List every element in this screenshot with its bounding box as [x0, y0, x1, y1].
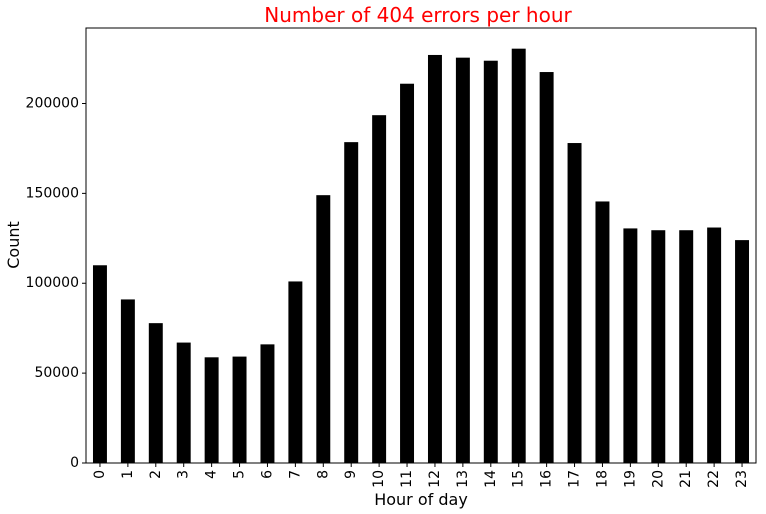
y-tick-label-150000: 150000: [26, 185, 79, 201]
x-tick-label-20: 20: [650, 470, 666, 488]
bar-13: [455, 57, 470, 463]
y-axis-label: Count: [4, 221, 23, 269]
bar-4: [204, 357, 219, 463]
bar-6: [260, 344, 275, 463]
bar-9: [344, 142, 359, 463]
bar-15: [511, 48, 526, 464]
x-tick-label-23: 23: [734, 470, 750, 488]
x-tick-label-12: 12: [427, 470, 443, 488]
bar-10: [372, 115, 387, 464]
x-tick-label-1: 1: [120, 470, 136, 479]
x-tick-label-2: 2: [148, 470, 164, 479]
bar-8: [316, 195, 331, 464]
plot-frame: [85, 27, 757, 464]
bar-16: [539, 72, 554, 463]
y-tick-label-200000: 200000: [26, 95, 79, 111]
bar-1: [120, 299, 135, 463]
bar-7: [288, 281, 303, 463]
bar-3: [176, 342, 191, 463]
x-tick-label-21: 21: [678, 470, 694, 488]
x-tick-label-22: 22: [706, 470, 722, 488]
bar-14: [483, 60, 498, 464]
x-tick-label-5: 5: [232, 470, 248, 479]
x-tick-label-4: 4: [204, 470, 220, 479]
bar-18: [595, 201, 610, 463]
x-tick-label-6: 6: [259, 470, 275, 479]
x-axis-label: Hour of day: [374, 490, 468, 509]
x-tick-label-16: 16: [539, 470, 555, 488]
x-tick-label-0: 0: [92, 470, 108, 479]
x-tick-label-17: 17: [567, 470, 583, 488]
x-tick-label-11: 11: [399, 470, 415, 488]
x-tick-label-7: 7: [287, 470, 303, 479]
y-tick-label-100000: 100000: [26, 275, 79, 291]
plot-area: 0 1 2 3 4 5 6 7 8 9 10 11 12 13 14 15 16 17 18 19 20 21 22 2305…: [26, 27, 757, 488]
x-tick-label-10: 10: [371, 470, 387, 488]
bar-19: [623, 228, 638, 463]
y-tick-label-50000: 50000: [34, 365, 79, 381]
bar-12: [427, 54, 442, 464]
bar-22: [707, 227, 722, 463]
bar-2: [148, 323, 163, 463]
x-tick-label-15: 15: [511, 470, 527, 488]
x-tick-label-13: 13: [455, 470, 471, 488]
bar-20: [651, 230, 666, 463]
chart-title: Number of 404 errors per hour: [264, 3, 572, 27]
bar-5: [232, 356, 247, 463]
bar-23: [735, 240, 750, 463]
x-tick-label-14: 14: [483, 470, 499, 488]
x-tick-label-19: 19: [622, 470, 638, 488]
bar-21: [679, 230, 694, 463]
bar-0: [92, 265, 107, 463]
x-tick-label-3: 3: [176, 470, 192, 479]
x-tick-label-18: 18: [594, 470, 610, 488]
x-tick-label-9: 9: [343, 470, 359, 479]
bar-17: [567, 143, 582, 464]
bar-11: [400, 83, 415, 463]
y-tick-label-0: 0: [70, 455, 79, 471]
x-tick-label-8: 8: [315, 470, 331, 479]
